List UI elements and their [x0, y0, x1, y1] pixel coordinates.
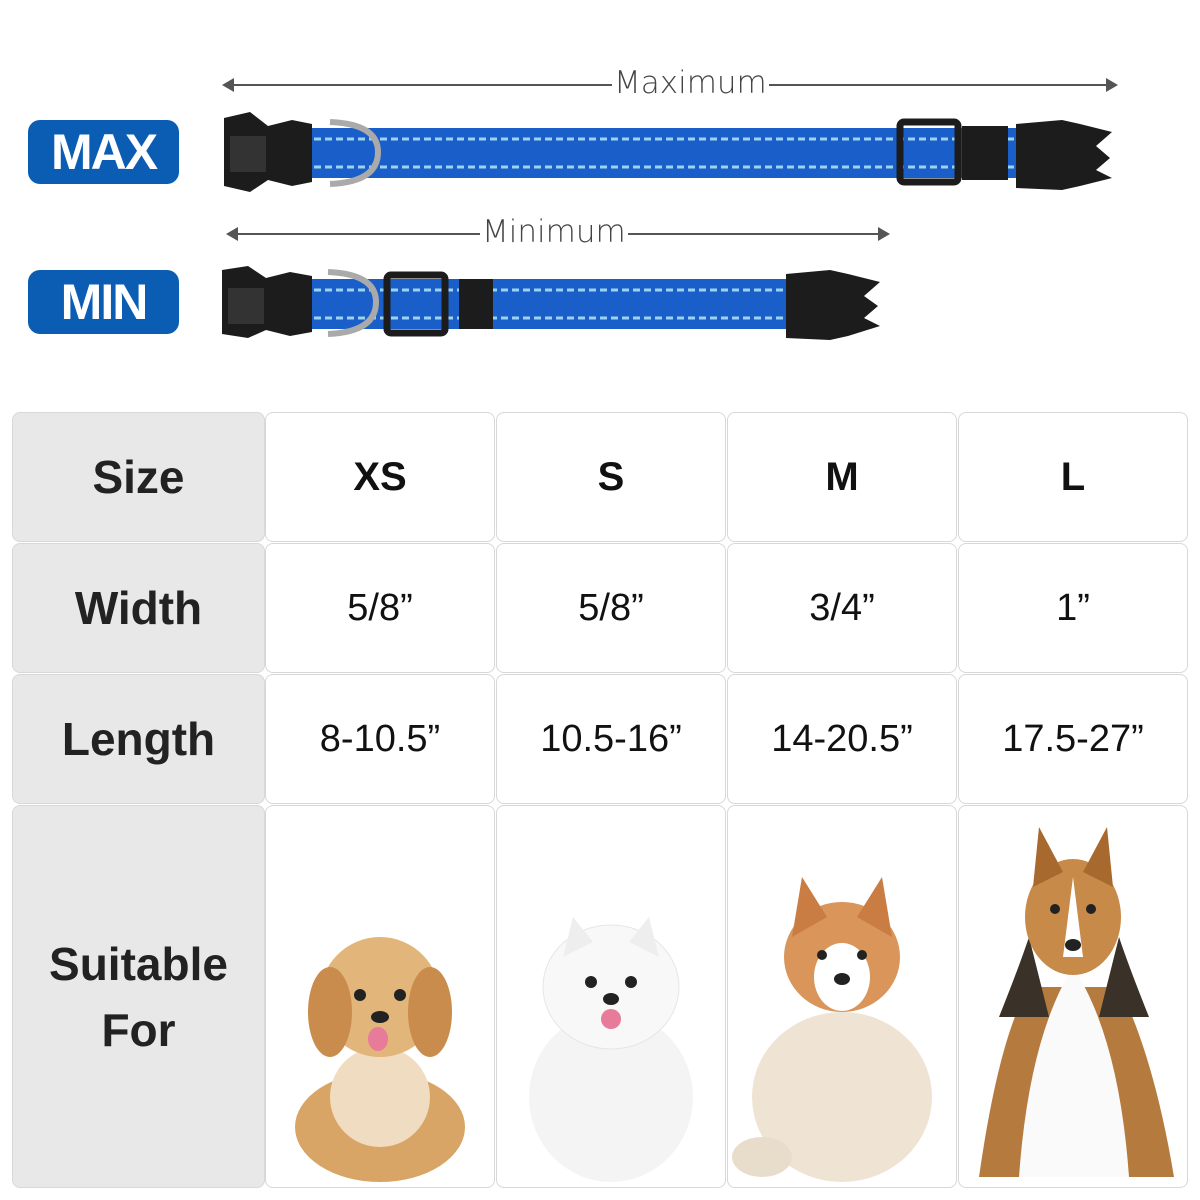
width-l: 1”: [958, 543, 1188, 673]
pomeranian-dog-icon: [529, 917, 693, 1182]
puppy-dog-icon: [295, 937, 465, 1182]
minimum-label: Minimum: [480, 213, 628, 251]
length-m: 14-20.5”: [727, 674, 957, 804]
suitable-label: Suitable: [49, 937, 228, 990]
length-xs: 8-10.5”: [265, 674, 495, 804]
width-xs: 5/8”: [265, 543, 495, 673]
length-s: 10.5-16”: [496, 674, 726, 804]
dog-xs-cell: [265, 805, 495, 1188]
min-collar-icon: [222, 266, 880, 340]
minimum-arrow: Minimum: [226, 213, 890, 251]
min-badge: MIN: [28, 270, 179, 334]
max-badge: MAX: [28, 120, 179, 184]
arrow-left-icon: [222, 78, 234, 92]
width-s: 5/8”: [496, 543, 726, 673]
collar-illustrations: [222, 112, 1112, 340]
row-header-width: Width: [12, 543, 265, 673]
size-xs: XS: [265, 412, 495, 542]
size-l: L: [958, 412, 1188, 542]
length-l: 17.5-27”: [958, 674, 1188, 804]
maximum-arrow: Maximum: [222, 64, 1118, 102]
max-collar-icon: [224, 112, 1112, 192]
row-header-length: Length: [12, 674, 265, 804]
arrow-right-icon: [878, 227, 890, 241]
maximum-label: Maximum: [612, 64, 769, 102]
dog-m-cell: [727, 805, 957, 1188]
row-header-suitable-for: Suitable For: [12, 805, 265, 1188]
dog-l-cell: [958, 805, 1188, 1188]
size-m: M: [727, 412, 957, 542]
width-m: 3/4”: [727, 543, 957, 673]
for-label: For: [101, 1003, 176, 1056]
size-s: S: [496, 412, 726, 542]
arrow-right-icon: [1106, 78, 1118, 92]
husky-dog-icon: [732, 877, 932, 1182]
dog-s-cell: [496, 805, 726, 1188]
arrow-left-icon: [226, 227, 238, 241]
row-header-size: Size: [12, 412, 265, 542]
sheltie-dog-icon: [979, 827, 1174, 1177]
